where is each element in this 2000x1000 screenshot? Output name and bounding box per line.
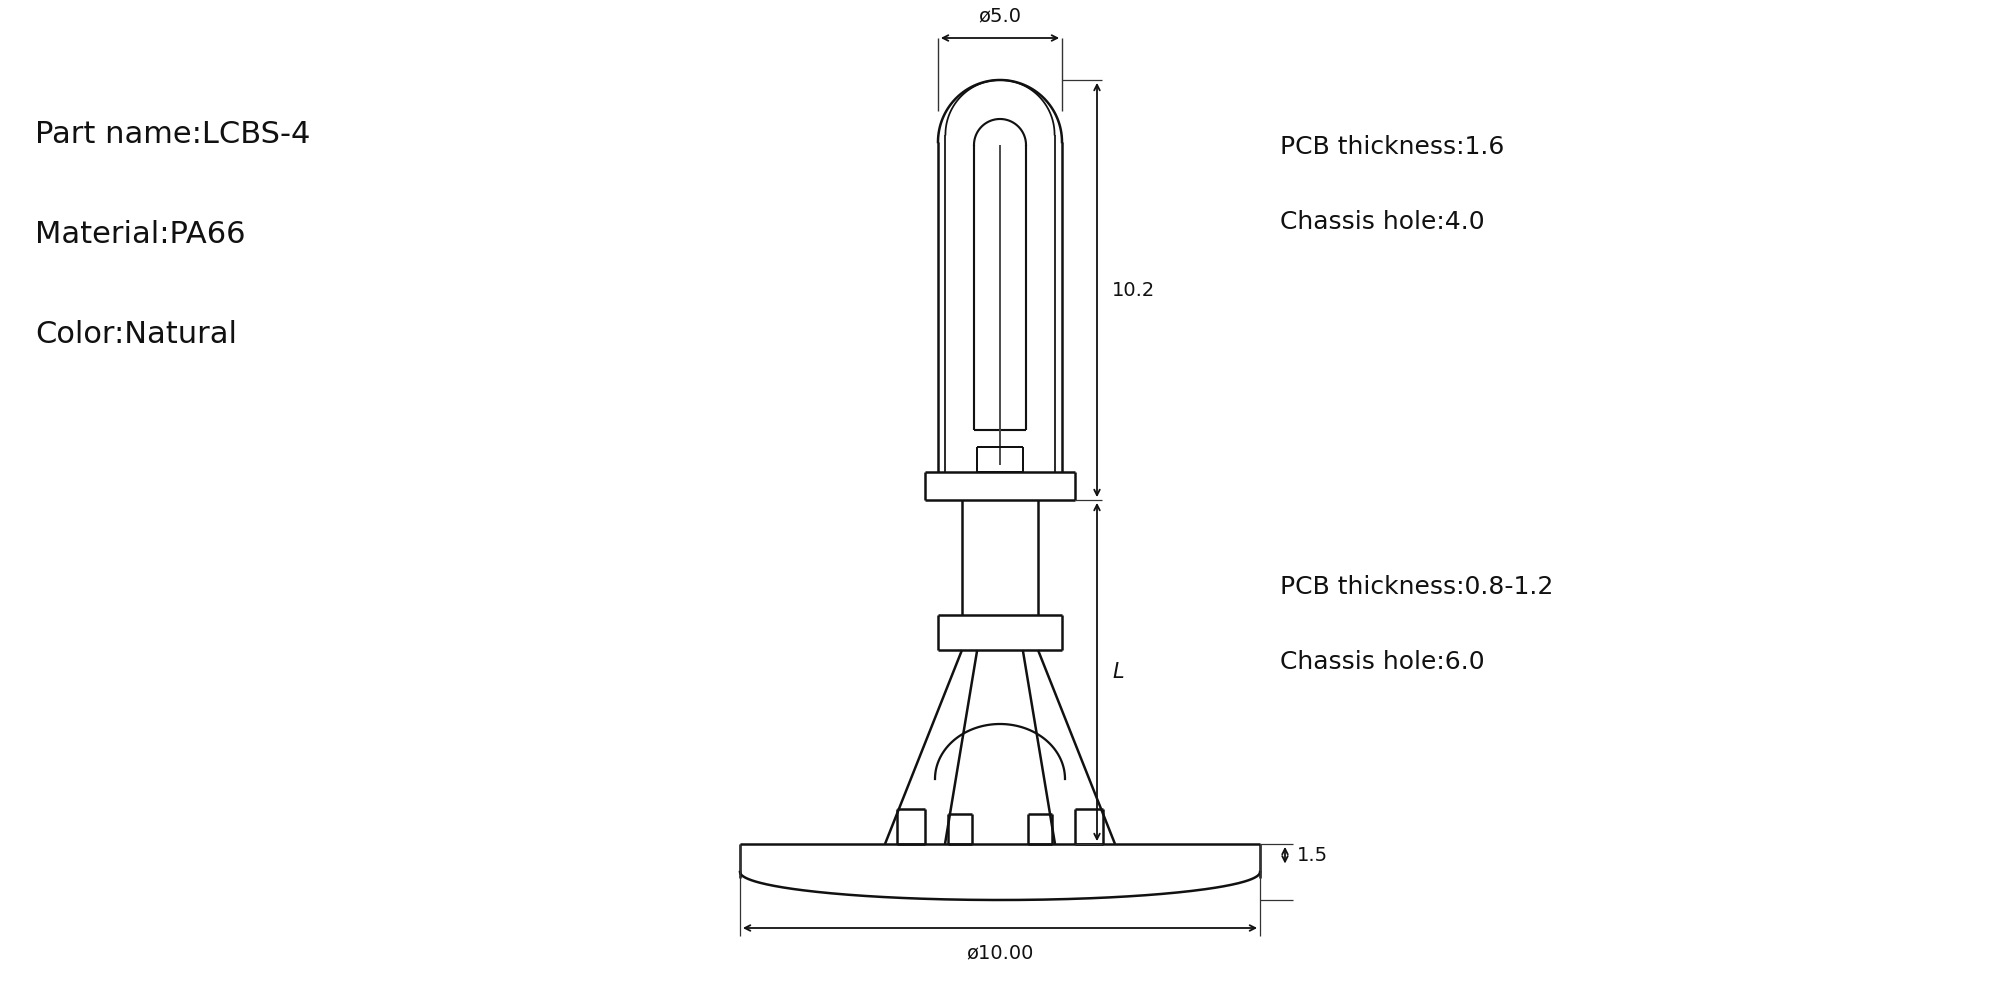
Text: Material:PA66: Material:PA66 <box>36 220 246 249</box>
Text: Chassis hole:4.0: Chassis hole:4.0 <box>1280 210 1484 234</box>
Text: ø10.00: ø10.00 <box>966 943 1034 962</box>
Text: ø5.0: ø5.0 <box>978 6 1022 25</box>
Text: 10.2: 10.2 <box>1112 280 1156 300</box>
Text: PCB thickness:1.6: PCB thickness:1.6 <box>1280 135 1504 159</box>
Text: 1.5: 1.5 <box>1296 846 1328 865</box>
Text: L: L <box>1112 662 1124 682</box>
Text: Color:Natural: Color:Natural <box>36 320 238 349</box>
Text: Part name:LCBS-4: Part name:LCBS-4 <box>36 120 310 149</box>
Text: Chassis hole:6.0: Chassis hole:6.0 <box>1280 650 1484 674</box>
Text: PCB thickness:0.8-1.2: PCB thickness:0.8-1.2 <box>1280 575 1554 599</box>
